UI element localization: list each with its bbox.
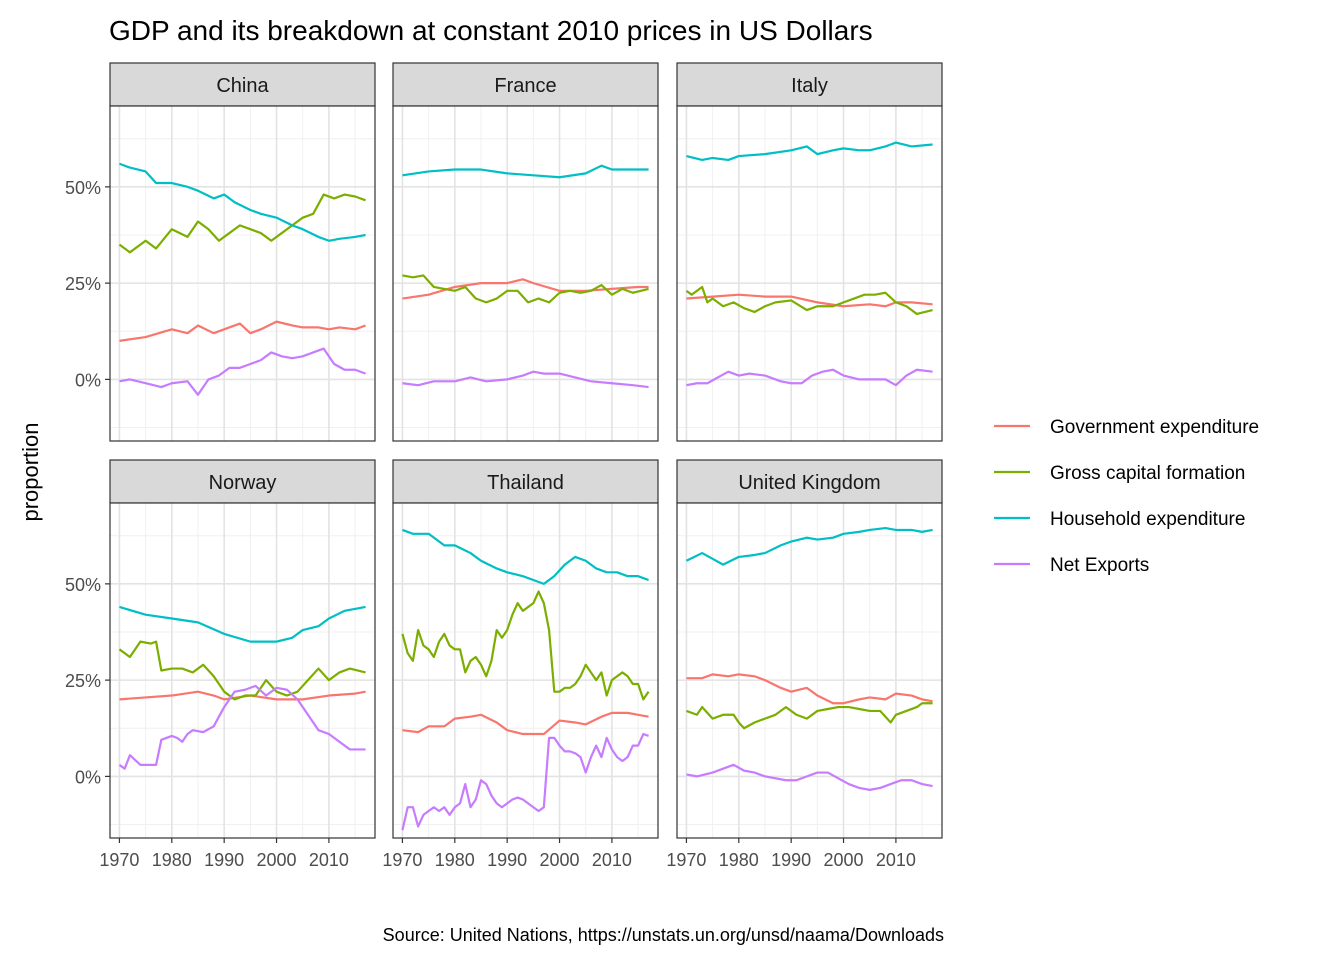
series-lines [402,164,649,389]
x-tick-label: 1990 [487,850,527,870]
series-line-net-exports [401,732,649,831]
series-line-net-exports [118,684,366,770]
series-line-gross-capital-formation [118,640,366,701]
x-tick-label: 1970 [666,850,706,870]
plot-background [393,503,658,838]
facet-strip-label: Norway [209,472,277,494]
series-line-government-expenditure [686,673,933,705]
series-lines [401,528,650,831]
x-tick-label: 1980 [152,850,192,870]
series-line-household-expenditure [119,162,366,242]
series-line-household-expenditure [685,526,933,566]
panel-united-kingdom: United Kingdom 1970 1980 1990 2000 2010 [666,459,943,870]
panel-border [676,105,943,442]
series-lines [118,162,366,396]
y-tick-label: 0% [75,767,101,787]
facet-strip [392,459,659,504]
panel-border [109,105,376,442]
legend: Government expenditure Gross capital form… [994,417,1259,576]
panel-border [392,105,659,442]
panel-china: China 0% 25% 50% [65,62,376,442]
panel-border [392,502,659,839]
facet-strip [392,62,659,107]
facet-strip-label: China [216,75,269,97]
legend-label: Net Exports [1050,555,1149,576]
legend-label: Government expenditure [1050,417,1259,438]
panel-thailand: Thailand 1970 1980 1990 2000 2010 [382,459,659,870]
gridlines [393,503,658,838]
facet-strip [109,459,376,504]
facet-panels: China 0% 25% 50% France Italy Norway 0% 25% 50% 19… [65,62,943,870]
series-line-government-expenditure [119,320,366,342]
series-line-gross-capital-formation [401,590,650,701]
plot-background [393,106,658,441]
panel-border [109,502,376,839]
x-tick-label: 1980 [719,850,759,870]
legend-item: Gross capital formation [994,463,1245,484]
gridlines [393,106,658,441]
panel-norway: Norway 0% 25% 50% 1970 1980 1990 2000 2010 [65,459,376,870]
panel-france: France [392,62,659,442]
x-tick-label: 1990 [771,850,811,870]
facet-strip-label: France [494,75,556,97]
y-tick-label: 25% [65,274,101,294]
chart-title: GDP and its breakdown at constant 2010 p… [109,15,873,46]
y-tick-label: 50% [65,178,101,198]
plot-background [677,503,942,838]
facet-strip [109,62,376,107]
legend-item: Government expenditure [994,417,1259,438]
facet-strip-label: United Kingdom [738,472,880,494]
gridlines [677,106,942,441]
gridlines [110,106,375,441]
y-tick-label: 0% [75,370,101,390]
x-tick-label: 2010 [876,850,916,870]
panel-border [676,502,943,839]
series-line-government-expenditure [402,278,649,300]
x-tick-label: 2000 [540,850,580,870]
series-line-household-expenditure [686,141,933,162]
plot-background [110,503,375,838]
chart-caption: Source: United Nations, https://unstats.… [383,925,944,945]
series-lines [685,526,933,791]
series-line-gross-capital-formation [118,193,366,254]
plot-background [677,106,942,441]
legend-label: Household expenditure [1050,509,1245,530]
series-line-net-exports [402,370,649,389]
y-tick-label: 25% [65,671,101,691]
series-line-household-expenditure [119,605,366,643]
series-line-net-exports [686,763,933,791]
plot-background [110,106,375,441]
y-tick-label: 50% [65,575,101,595]
series-lines [118,605,366,770]
facet-strip-label: Thailand [487,472,564,494]
gridlines [110,503,375,838]
series-line-household-expenditure [402,528,649,585]
x-tick-label: 1990 [204,850,244,870]
y-axis-label: proportion [18,422,43,521]
facet-strip [676,459,943,504]
x-tick-label: 2000 [824,850,864,870]
x-tick-label: 1970 [382,850,422,870]
x-tick-label: 1980 [435,850,475,870]
series-line-gross-capital-formation [402,274,649,304]
legend-label: Gross capital formation [1050,463,1245,484]
series-line-gross-capital-formation [685,285,933,316]
series-line-household-expenditure [402,164,649,179]
x-tick-label: 2010 [309,850,349,870]
x-tick-label: 2000 [257,850,297,870]
x-tick-label: 1970 [99,850,139,870]
x-tick-label: 2010 [592,850,632,870]
facet-strip-label: Italy [791,75,828,97]
series-line-government-expenditure [402,711,649,736]
panel-italy: Italy [676,62,943,442]
legend-item: Net Exports [994,555,1149,576]
series-line-gross-capital-formation [686,702,933,730]
facet-strip [676,62,943,107]
legend-item: Household expenditure [994,509,1245,530]
series-line-net-exports [119,347,366,396]
series-line-net-exports [686,368,933,387]
series-lines [685,141,933,387]
